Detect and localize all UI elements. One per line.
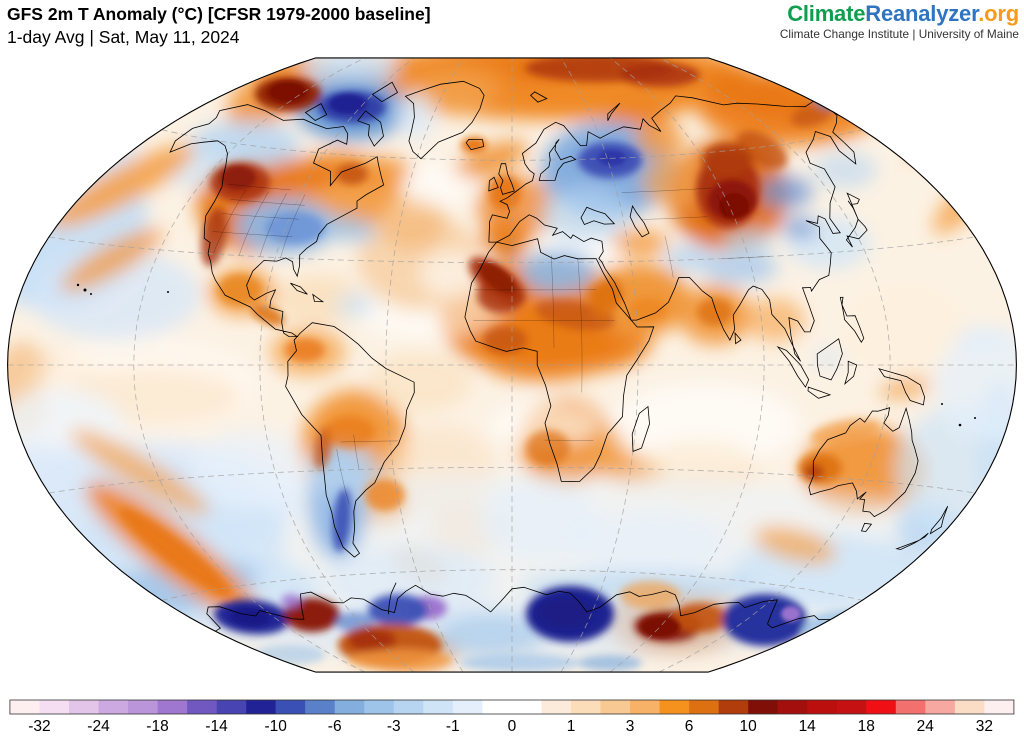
svg-text:1: 1	[567, 718, 576, 735]
svg-text:-24: -24	[87, 718, 110, 735]
svg-text:-32: -32	[28, 718, 50, 735]
svg-text:18: 18	[858, 718, 875, 735]
svg-text:-1: -1	[446, 718, 460, 735]
svg-text:32: 32	[976, 718, 993, 735]
svg-text:-3: -3	[387, 718, 401, 735]
svg-text:-14: -14	[205, 718, 228, 735]
svg-text:10: 10	[739, 718, 757, 735]
svg-text:-6: -6	[328, 718, 342, 735]
svg-text:-10: -10	[264, 718, 287, 735]
svg-text:3: 3	[626, 718, 635, 735]
svg-text:24: 24	[917, 718, 935, 735]
svg-text:-18: -18	[146, 718, 168, 735]
svg-text:6: 6	[685, 718, 694, 735]
svg-text:14: 14	[799, 718, 817, 735]
svg-text:0: 0	[508, 718, 517, 735]
